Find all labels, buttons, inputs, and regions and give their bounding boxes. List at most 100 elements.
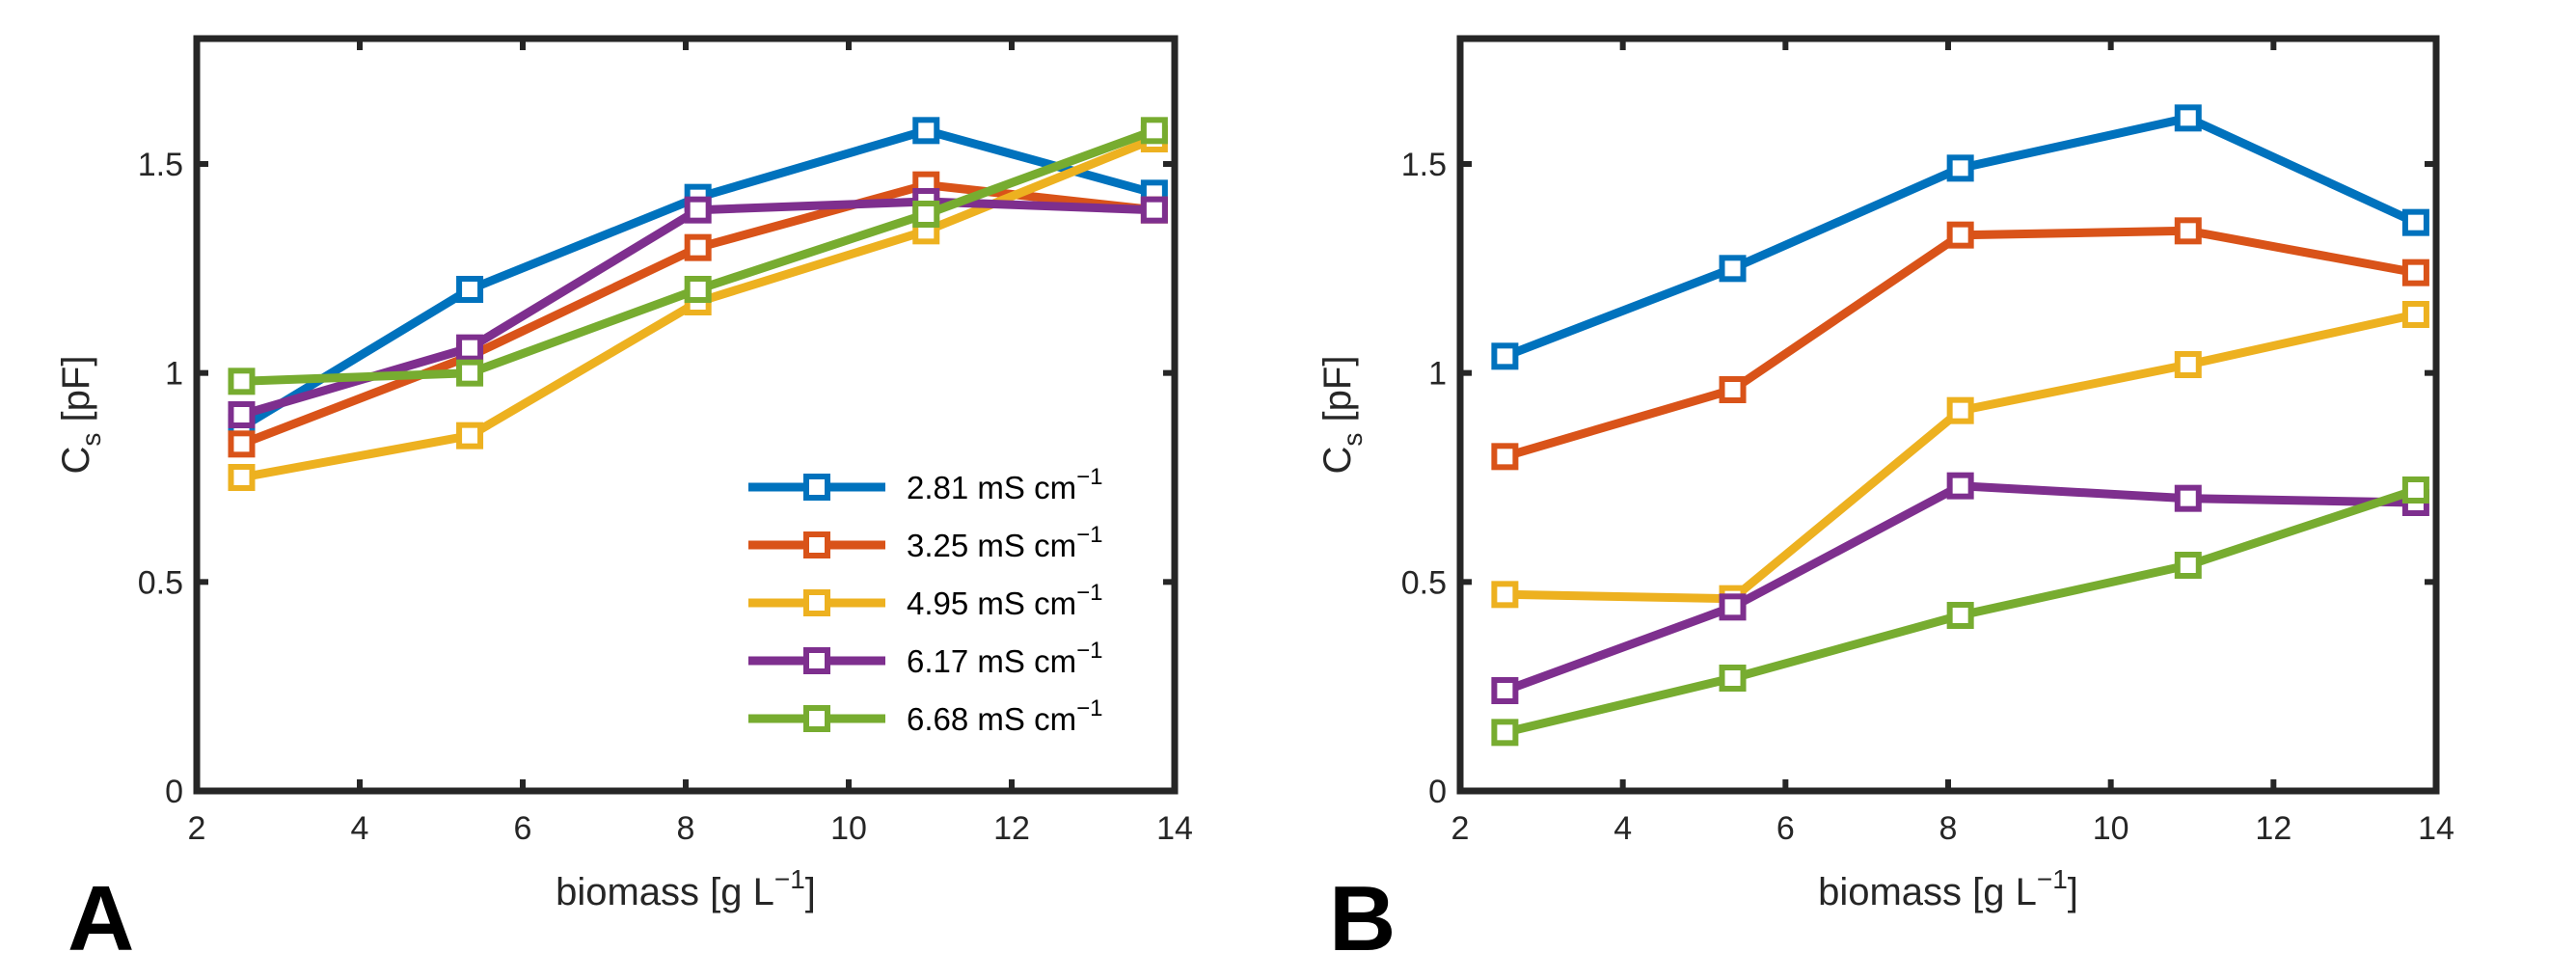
x-axis-title-main: biomass [g L [556,871,774,913]
data-point [1719,665,1747,692]
data-point [1946,396,1974,424]
y-tick-label: 1.5 [138,147,183,183]
data-point [1491,719,1519,747]
x-axis-title-superscript: −1 [774,864,805,894]
data-point [1946,221,1974,249]
data-point [2174,104,2202,132]
x-axis-title-end: ] [2068,871,2078,913]
data-point [1946,472,1974,500]
data-point [228,430,256,458]
data-point [456,359,484,387]
legend-marker [803,531,830,558]
legend-entry-superscript: −1 [1076,464,1102,490]
data-point [912,117,940,145]
y-axis-title: Cs [pF] [1316,356,1368,475]
legend-entry-label: 4.95 mS cm [907,585,1076,621]
y-tick-label: 0.5 [1401,564,1447,601]
legend-entry: 3.25 mS cm−1 [907,522,1102,563]
legend-entry-superscript: −1 [1076,638,1102,664]
data-point [1491,443,1519,471]
legend-entry: 2.81 mS cm−1 [907,464,1102,505]
x-tick-label: 12 [2255,810,2291,847]
y-axis-title-end: [pF] [55,356,97,433]
data-point [2401,208,2429,236]
x-tick-label: 10 [830,810,867,847]
data-point [2174,351,2202,378]
x-axis-title-superscript: −1 [2037,864,2068,894]
data-point [2174,552,2202,579]
y-axis-title-main: C [55,447,97,475]
legend-entry-superscript: −1 [1076,522,1102,548]
legend-entry-label: 6.68 mS cm [907,701,1076,737]
y-tick-label: 0 [1428,774,1447,810]
y-tick-label: 1 [165,356,183,393]
x-tick-label: 14 [2418,810,2454,847]
data-point [1140,196,1168,224]
y-axis-title-main: C [1316,447,1359,475]
x-tick-label: 10 [2093,810,2129,847]
legend-entry-superscript: −1 [1076,580,1102,606]
y-axis-title-subscript: s [1338,433,1368,447]
data-point [1140,117,1168,145]
panel-label: B [1329,867,1396,970]
series-line [1500,310,2421,604]
data-point [1719,593,1747,621]
y-tick-label: 0 [165,774,183,810]
y-axis-title-subscript: s [76,433,106,447]
y-tick-label: 0.5 [138,564,183,601]
x-tick-label: 2 [188,810,206,847]
x-axis-title: biomass [g L−1] [1818,864,2078,913]
y-axis-title: Cs [pF] [55,356,106,475]
data-point [2401,476,2429,504]
data-point [1946,602,1974,629]
data-point [228,368,256,395]
legend-marker [803,589,830,616]
x-tick-label: 8 [677,810,695,847]
data-point [1719,255,1747,283]
x-tick-label: 2 [1451,810,1470,847]
panel-b: 2 4 6 8 10 12 14 0 0.5 1 1.5 biomass [g L−1] Cs [pF]… [1316,35,2454,970]
x-tick-label: 12 [993,810,1030,847]
x-tick-label: 6 [514,810,532,847]
data-point [2401,259,2429,286]
series-line [1500,481,2421,695]
panel-label: A [68,867,134,970]
data-point [912,201,940,228]
x-axis-title-main: biomass [g L [1818,871,2037,913]
y-tick-label: 1.5 [1401,147,1447,183]
data-point [2401,301,2429,328]
data-point [2174,217,2202,245]
legend-entry-label: 3.25 mS cm [907,528,1076,563]
x-tick-label: 6 [1776,810,1795,847]
data-point [684,276,712,303]
data-point [456,334,484,362]
legend-marker [803,647,830,674]
data-point [228,401,256,428]
data-point [228,464,256,491]
data-point [456,422,484,449]
data-point [1719,376,1747,403]
data-point [1491,342,1519,370]
legend-entry: 4.95 mS cm−1 [907,580,1102,621]
y-tick-label: 1 [1428,356,1447,393]
x-axis-title-end: ] [805,871,816,913]
data-point [456,276,484,303]
data-point [684,196,712,224]
legend-entry-superscript: −1 [1076,695,1102,721]
data-point [1491,581,1519,609]
data-point [2174,484,2202,512]
x-tick-label: 14 [1156,810,1193,847]
x-tick-label: 4 [351,810,369,847]
legend-entry: 6.17 mS cm−1 [907,638,1102,679]
x-tick-label: 8 [1939,810,1958,847]
legend-marker [803,705,830,732]
legend-entry-label: 2.81 mS cm [907,470,1076,505]
x-tick-label: 4 [1613,810,1632,847]
data-point [684,233,712,261]
data-point [1491,677,1519,704]
legend-entry-label: 6.17 mS cm [907,643,1076,679]
legend-marker [803,474,830,501]
legend-entry: 6.68 mS cm−1 [907,695,1102,737]
